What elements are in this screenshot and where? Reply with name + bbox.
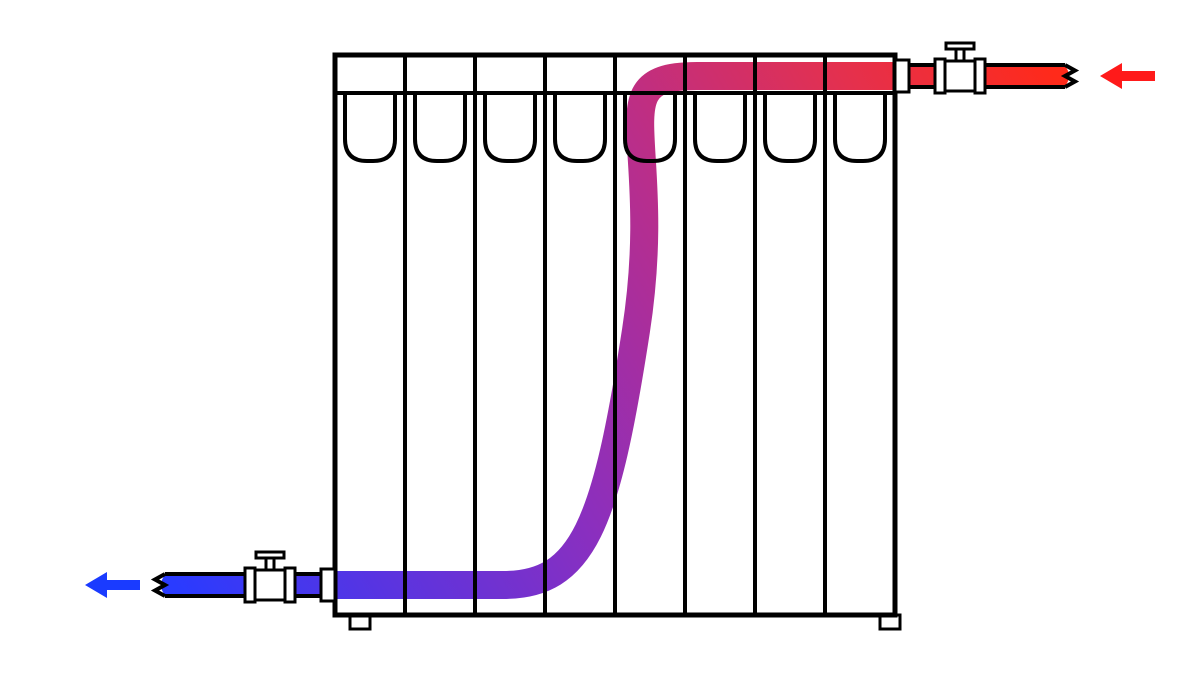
outlet-valve xyxy=(245,552,295,602)
radiator-arch xyxy=(485,93,535,161)
radiator-arch xyxy=(345,93,395,161)
radiator-arch xyxy=(695,93,745,161)
outlet-arrow-icon xyxy=(85,572,140,598)
inlet-union xyxy=(895,60,909,92)
radiator-arch xyxy=(765,93,815,161)
radiator xyxy=(335,55,900,629)
radiator-arch xyxy=(835,93,885,161)
flow-arrows xyxy=(85,63,1155,598)
radiator-arch xyxy=(555,93,605,161)
inlet-valve xyxy=(935,43,985,93)
radiator-arch xyxy=(415,93,465,161)
inlet-arrow-icon xyxy=(1100,63,1155,89)
outlet-union xyxy=(321,569,335,601)
